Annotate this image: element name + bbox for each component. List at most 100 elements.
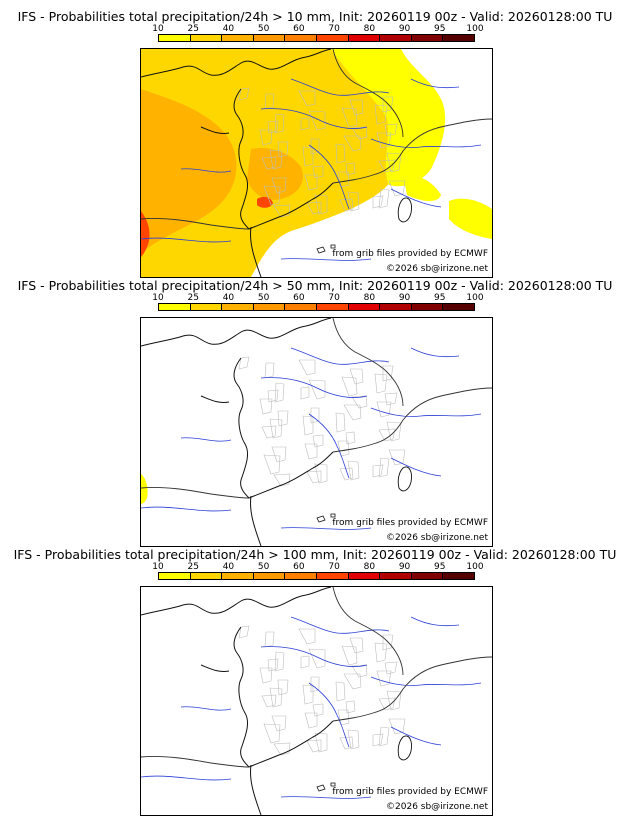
colorbar-tick-label: 100: [466, 562, 484, 572]
copyright-credit: ©2026 sb@irizone.net: [386, 802, 488, 812]
copyright-credit: ©2026 sb@irizone.net: [386, 264, 488, 274]
map-title: IFS - Probabilities total precipitation/…: [17, 278, 613, 293]
map-canvas: [141, 318, 492, 546]
colorbar-segment: [159, 35, 191, 41]
colorbar-labels: 10 25 40 50 60 70 80 90 95 100: [140, 24, 490, 34]
source-credit: from grib files provided by ECMWF: [332, 787, 488, 797]
colorbar-tick-label: 40: [222, 293, 235, 303]
colorbar-segment: [316, 573, 349, 579]
colorbar-segment: [411, 35, 444, 41]
colorbar-tick-label: 10: [152, 24, 164, 34]
colorbar-tick-label: 95: [434, 24, 446, 34]
colorbar-tick-label: 80: [363, 562, 376, 572]
precip-probability-shading: [141, 474, 148, 504]
country-borders: [141, 587, 492, 768]
island-outline: [316, 244, 336, 254]
colorbar-segment: [380, 573, 412, 579]
colorbar-segment: [253, 573, 286, 579]
colorbar-segment: [190, 35, 223, 41]
colorbar-tick-label: 25: [187, 562, 199, 572]
colorbar-segment: [316, 304, 349, 310]
source-credit: from grib files provided by ECMWF: [332, 518, 488, 528]
colorbar-tick-label: 70: [328, 562, 340, 572]
colorbar-segment: [253, 35, 286, 41]
colorbar-segment: [190, 304, 223, 310]
map-canvas: [141, 49, 492, 277]
admin-boundaries: [238, 87, 406, 218]
colorbar-segment: [443, 573, 474, 579]
colorbar-tick-label: 80: [363, 24, 376, 34]
source-credit: from grib files provided by ECMWF: [332, 249, 488, 259]
panel-100mm: IFS - Probabilities total precipitation/…: [0, 548, 630, 816]
coastline: [141, 49, 334, 277]
colorbar-tick-label: 25: [187, 24, 199, 34]
colorbar-segment: [348, 35, 381, 41]
colorbar-tick-label: 80: [363, 293, 376, 303]
admin-boundaries: [238, 356, 406, 487]
colorbar-segment: [285, 304, 317, 310]
colorbar-segment: [159, 573, 191, 579]
colorbar-tick-label: 90: [398, 562, 411, 572]
country-borders: [141, 49, 492, 230]
precip-probability-shading: [141, 49, 492, 277]
colorbar-segment: [443, 35, 474, 41]
map-title: IFS - Probabilities total precipitation/…: [13, 547, 617, 562]
colorbar-segment: [443, 304, 474, 310]
map-title: IFS - Probabilities total precipitation/…: [17, 9, 613, 24]
colorbar-segment: [348, 573, 381, 579]
colorbar-labels: 10 25 40 50 60 70 80 90 95 100: [140, 562, 490, 572]
map-canvas: [141, 587, 492, 815]
copyright-credit: ©2026 sb@irizone.net: [386, 533, 488, 543]
colorbar-tick-label: 50: [257, 293, 270, 303]
colorbar-segment: [411, 573, 444, 579]
colorbar-segment: [285, 35, 317, 41]
colorbar-segment: [253, 304, 286, 310]
colorbar-tick-label: 60: [293, 293, 305, 303]
colorbar-segment: [348, 304, 381, 310]
rivers: [141, 616, 482, 799]
island-outline: [316, 513, 336, 523]
colorbar-segment: [316, 35, 349, 41]
colorbar-tick-label: 50: [257, 24, 270, 34]
colorbar-segment: [411, 304, 444, 310]
colorbar-tick-label: 10: [152, 562, 164, 572]
colorbar-segment: [380, 304, 412, 310]
colorbar-segment: [285, 573, 317, 579]
colorbar-tick-label: 100: [466, 24, 484, 34]
country-borders: [141, 318, 492, 499]
colorbar: [158, 34, 475, 42]
island-outline: [316, 782, 336, 792]
island-outline: [397, 466, 412, 492]
admin-boundaries: [238, 625, 406, 756]
colorbar-tick-label: 60: [293, 24, 305, 34]
panel-10mm: IFS - Probabilities total precipitation/…: [0, 10, 630, 278]
colorbar-tick-label: 70: [328, 24, 340, 34]
rivers: [141, 347, 482, 530]
colorbar: [158, 303, 475, 311]
colorbar: [158, 572, 475, 580]
rivers: [141, 78, 482, 261]
probability-map: from grib files provided by ECMWF ©2026 …: [140, 48, 493, 278]
panel-50mm: IFS - Probabilities total precipitation/…: [0, 279, 630, 547]
colorbar-tick-label: 40: [222, 562, 235, 572]
colorbar-tick-label: 25: [187, 293, 199, 303]
colorbar-tick-label: 95: [434, 293, 446, 303]
coastline: [141, 318, 334, 546]
colorbar-segment: [222, 35, 254, 41]
colorbar-tick-label: 40: [222, 24, 235, 34]
colorbar-labels: 10 25 40 50 60 70 80 90 95 100: [140, 293, 490, 303]
colorbar-tick-label: 90: [398, 24, 411, 34]
colorbar-tick-label: 70: [328, 293, 340, 303]
colorbar-segment: [222, 304, 254, 310]
colorbar-tick-label: 100: [466, 293, 484, 303]
colorbar-tick-label: 50: [257, 562, 270, 572]
probability-map: from grib files provided by ECMWF ©2026 …: [140, 586, 493, 816]
island-outline: [397, 735, 412, 761]
coastline: [141, 587, 334, 815]
colorbar-tick-label: 10: [152, 293, 164, 303]
colorbar-segment: [222, 573, 254, 579]
colorbar-segment: [190, 573, 223, 579]
colorbar-segment: [159, 304, 191, 310]
probability-map: from grib files provided by ECMWF ©2026 …: [140, 317, 493, 547]
colorbar-tick-label: 90: [398, 293, 411, 303]
